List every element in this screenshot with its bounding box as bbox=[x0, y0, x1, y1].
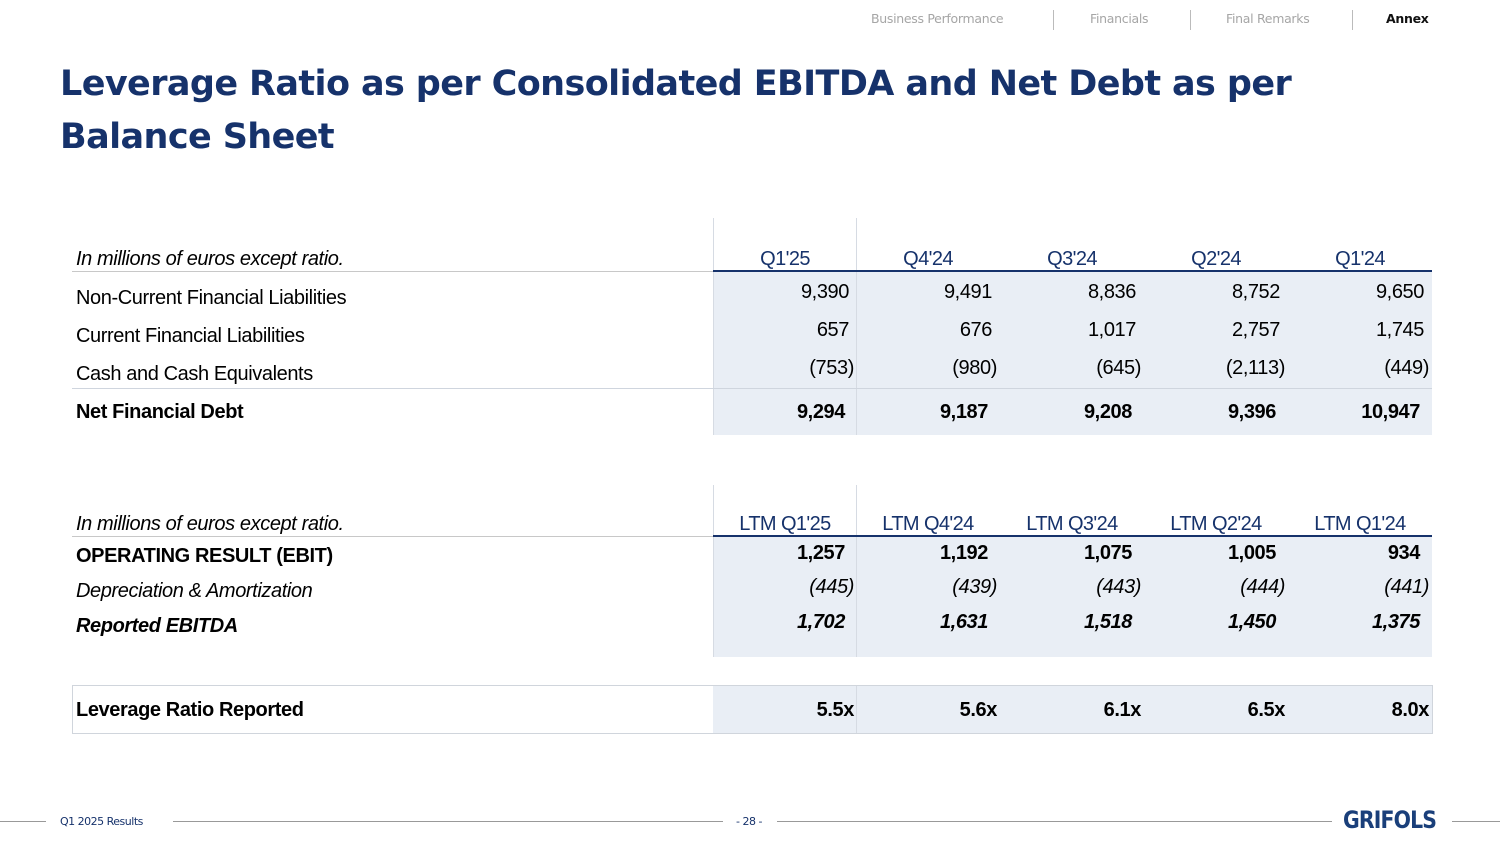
column-header: LTM Q1'24 bbox=[1314, 513, 1406, 535]
leverage-value: 5.5x bbox=[816, 699, 855, 721]
total-rule bbox=[72, 388, 1432, 389]
nav-financials[interactable]: Financials bbox=[1090, 11, 1149, 26]
column-divider bbox=[856, 218, 857, 435]
table-cell: 1,631 bbox=[939, 611, 988, 633]
column-header: LTM Q3'24 bbox=[1026, 513, 1118, 535]
table-cell: (443) bbox=[1096, 576, 1141, 598]
row-label: Net Financial Debt bbox=[76, 401, 244, 423]
column-header: LTM Q2'24 bbox=[1170, 513, 1262, 535]
table-cell: 1,745 bbox=[1375, 319, 1424, 341]
header-rule-dark bbox=[713, 270, 1432, 272]
grifols-logo: GRIFOLS bbox=[1343, 806, 1437, 834]
column-header: Q2'24 bbox=[1191, 248, 1241, 270]
table-cell: (445) bbox=[809, 576, 854, 598]
leverage-row bbox=[72, 685, 1433, 734]
table-cell: 1,075 bbox=[1083, 542, 1132, 564]
table-cell: (449) bbox=[1384, 357, 1429, 379]
table-cell: 9,294 bbox=[796, 401, 845, 423]
table-cell: 676 bbox=[959, 319, 993, 341]
table-cell: 10,947 bbox=[1361, 401, 1420, 423]
table-caption: In millions of euros except ratio. bbox=[76, 513, 344, 535]
table-cell: 1,257 bbox=[796, 542, 845, 564]
table-cell: 8,836 bbox=[1087, 281, 1136, 303]
page-number: - 28 - bbox=[736, 815, 762, 828]
table-cell: 1,375 bbox=[1371, 611, 1420, 633]
footer-rule bbox=[777, 821, 1332, 822]
leverage-shade bbox=[713, 686, 1432, 733]
column-divider bbox=[856, 686, 857, 733]
column-header: Q4'24 bbox=[903, 248, 953, 270]
nav-final-remarks[interactable]: Final Remarks bbox=[1226, 11, 1310, 26]
ebitda-table-shade bbox=[713, 537, 1432, 657]
footer-rule bbox=[1452, 821, 1500, 822]
table-cell: 9,650 bbox=[1375, 281, 1424, 303]
nav-annex[interactable]: Annex bbox=[1386, 11, 1429, 26]
column-header: Q1'24 bbox=[1335, 248, 1385, 270]
table-cell: (2,113) bbox=[1225, 357, 1285, 379]
footer-rule bbox=[0, 821, 46, 822]
row-label: Reported EBITDA bbox=[76, 615, 238, 637]
table-cell: 9,491 bbox=[943, 281, 992, 303]
table-cell: 1,518 bbox=[1083, 611, 1132, 633]
row-label: Non-Current Financial Liabilities bbox=[76, 287, 347, 309]
leverage-value: 5.6x bbox=[959, 699, 998, 721]
row-label: Current Financial Liabilities bbox=[76, 325, 305, 347]
footer-title: Q1 2025 Results bbox=[60, 815, 143, 828]
table-cell: 9,390 bbox=[800, 281, 849, 303]
column-divider bbox=[713, 218, 714, 435]
debt-table-shade bbox=[713, 272, 1432, 435]
table-cell: 1,017 bbox=[1087, 319, 1136, 341]
table-cell: 1,702 bbox=[796, 611, 845, 633]
footer-rule bbox=[173, 821, 723, 822]
table-cell: 9,187 bbox=[939, 401, 988, 423]
table-cell: 934 bbox=[1387, 542, 1421, 564]
nav-divider bbox=[1190, 10, 1191, 30]
table-caption: In millions of euros except ratio. bbox=[76, 248, 344, 270]
header-rule bbox=[72, 271, 713, 272]
leverage-value: 6.5x bbox=[1247, 699, 1286, 721]
table-cell: (753) bbox=[809, 357, 854, 379]
table-cell: 2,757 bbox=[1231, 319, 1280, 341]
table-cell: 1,005 bbox=[1227, 542, 1276, 564]
nav-divider bbox=[1352, 10, 1353, 30]
column-header: Q3'24 bbox=[1047, 248, 1097, 270]
table-cell: (439) bbox=[952, 576, 997, 598]
header-rule-dark bbox=[713, 535, 1432, 537]
nav-business-performance[interactable]: Business Performance bbox=[871, 11, 1004, 26]
nav-divider bbox=[1053, 10, 1054, 30]
leverage-value: 6.1x bbox=[1103, 699, 1142, 721]
page-title: Leverage Ratio as per Consolidated EBITD… bbox=[60, 64, 1292, 157]
table-cell: 8,752 bbox=[1231, 281, 1280, 303]
column-divider bbox=[856, 485, 857, 657]
row-label: OPERATING RESULT (EBIT) bbox=[76, 545, 333, 567]
table-cell: (980) bbox=[952, 357, 997, 379]
table-cell: 657 bbox=[816, 319, 850, 341]
leverage-label: Leverage Ratio Reported bbox=[76, 699, 304, 721]
table-cell: 9,208 bbox=[1083, 401, 1132, 423]
table-cell: (645) bbox=[1096, 357, 1141, 379]
leverage-value: 8.0x bbox=[1391, 699, 1430, 721]
row-label: Cash and Cash Equivalents bbox=[76, 363, 313, 385]
column-divider bbox=[713, 485, 714, 657]
table-cell: 1,192 bbox=[939, 542, 988, 564]
column-header: LTM Q1'25 bbox=[739, 513, 831, 535]
column-header: Q1'25 bbox=[760, 248, 810, 270]
header-rule bbox=[72, 536, 713, 537]
row-label: Depreciation & Amortization bbox=[76, 580, 313, 602]
column-header: LTM Q4'24 bbox=[882, 513, 974, 535]
table-cell: (441) bbox=[1384, 576, 1429, 598]
table-cell: (444) bbox=[1240, 576, 1285, 598]
table-cell: 9,396 bbox=[1227, 401, 1276, 423]
table-cell: 1,450 bbox=[1227, 611, 1276, 633]
